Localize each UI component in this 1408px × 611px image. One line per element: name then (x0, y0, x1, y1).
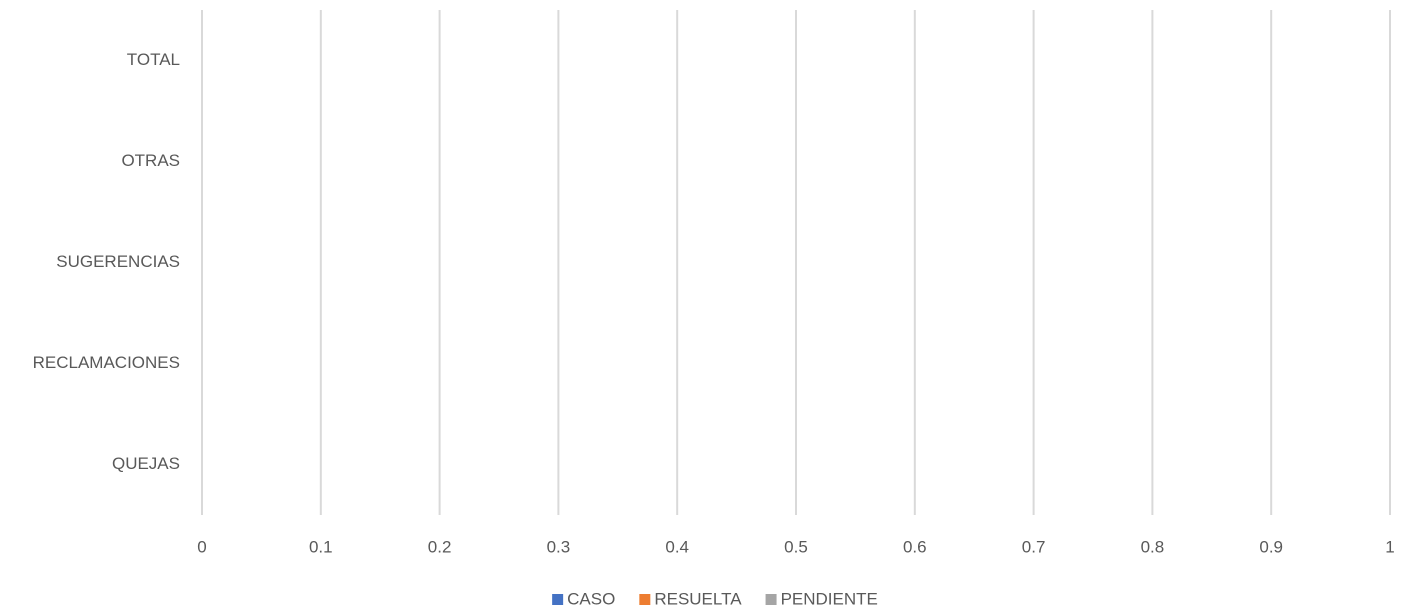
x-tick-label: 0.8 (1141, 537, 1165, 556)
x-tick-label: 1 (1385, 537, 1394, 556)
y-tick-label: QUEJAS (112, 454, 180, 473)
y-tick-label: OTRAS (121, 151, 180, 170)
x-tick-label: 0.5 (784, 537, 808, 556)
legend-label: CASO (567, 589, 615, 608)
x-tick-label: 0.9 (1259, 537, 1283, 556)
legend-swatch (639, 594, 651, 605)
x-tick-label: 0.1 (309, 537, 333, 556)
y-tick-label: TOTAL (127, 50, 180, 69)
x-tick-label: 0.2 (428, 537, 452, 556)
y-tick-label: RECLAMACIONES (33, 353, 180, 372)
legend-label: PENDIENTE (781, 589, 878, 608)
x-tick-label: 0.7 (1022, 537, 1046, 556)
legend-label: RESUELTA (654, 589, 742, 608)
legend-swatch (765, 594, 777, 605)
x-tick-label: 0.3 (547, 537, 571, 556)
x-tick-label: 0 (197, 537, 206, 556)
legend-swatch (552, 594, 564, 605)
x-tick-label: 0.4 (665, 537, 689, 556)
x-tick-label: 0.6 (903, 537, 927, 556)
y-tick-label: SUGERENCIAS (56, 252, 180, 271)
